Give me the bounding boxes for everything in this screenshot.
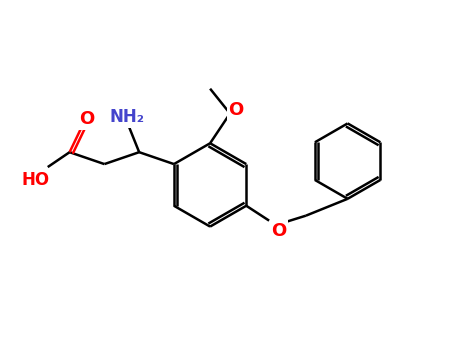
Text: O: O xyxy=(272,222,287,239)
Text: O: O xyxy=(79,111,94,128)
Text: NH₂: NH₂ xyxy=(110,108,145,126)
Text: HO: HO xyxy=(22,171,50,189)
Text: O: O xyxy=(228,100,243,119)
